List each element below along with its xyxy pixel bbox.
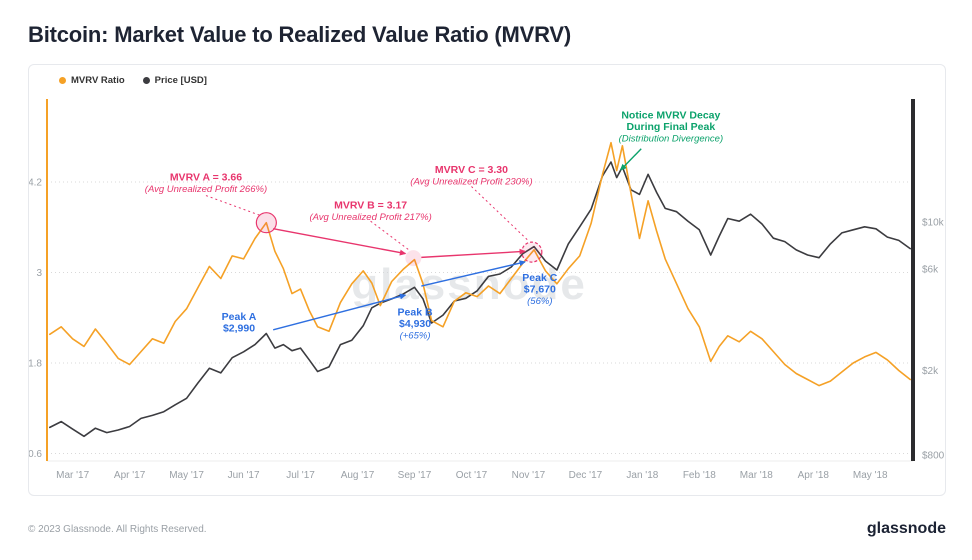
- x-axis-tick: May '18: [853, 470, 888, 481]
- right-axis-tick: $800: [922, 451, 945, 462]
- left-axis-tick: 4.2: [29, 177, 42, 188]
- legend-marker-mvrv-icon: [59, 77, 66, 84]
- mvrv-b-label-connector: [370, 220, 410, 251]
- peak-a-to-b-arrow: [273, 293, 407, 331]
- left-axis-tick: 1.8: [29, 358, 42, 369]
- highlight-circle: [405, 250, 422, 267]
- right-axis-tick: $10k: [922, 218, 945, 229]
- annotation-mvrv-a: MVRV A = 3.66 (Avg Unrealized Profit 266%…: [145, 171, 267, 195]
- annotation-mvrv-decay: Notice MVRV Decay During Final Peak (Distr…: [619, 110, 724, 145]
- annotation-peak-a: Peak A $2,990: [222, 311, 257, 335]
- x-axis-tick: Aug '17: [341, 470, 375, 481]
- x-axis-tick: Jul '17: [286, 470, 315, 481]
- x-axis-tick: Dec '17: [569, 470, 603, 481]
- left-axis-tick: 3: [36, 268, 42, 279]
- legend-item-mvrv-ratio[interactable]: MVRV Ratio: [59, 75, 125, 86]
- legend-item-price[interactable]: Price [USD]: [142, 75, 207, 86]
- right-axis-tick: $6k: [922, 265, 939, 276]
- decay-arrow: [620, 148, 642, 171]
- x-axis-tick: Oct '17: [456, 470, 488, 481]
- peak-b-to-c-arrow: [421, 260, 526, 287]
- page-root: Bitcoin: Market Value to Realized Value …: [28, 22, 946, 538]
- annotation-peak-b: Peak B $4,930 (+65%): [398, 306, 433, 341]
- annotation-mvrv-c: MVRV C = 3.30 (Avg Unrealized Profit 230%…: [410, 164, 532, 188]
- x-axis-tick: Nov '17: [512, 470, 546, 481]
- highlight-circle: [521, 241, 543, 263]
- legend-marker-price-icon: [142, 77, 150, 84]
- x-axis-tick: Jun '17: [228, 470, 260, 481]
- highlight-circle: [255, 212, 277, 234]
- x-axis-tick: May '17: [169, 470, 204, 481]
- mvrv-b-to-c-arrow: [421, 248, 527, 259]
- x-axis-tick: Apr '17: [114, 470, 146, 481]
- x-axis-tick: Sep '17: [398, 470, 432, 481]
- chart-legend: MVRV Ratio Price [USD]: [29, 65, 945, 91]
- x-axis-tick: Feb '18: [683, 470, 716, 481]
- right-axis-tick: $2k: [922, 366, 939, 377]
- mvrv-a-to-b-arrow: [273, 228, 407, 256]
- chart-card: MVRV Ratio Price [USD] 0.6 1.8 3 4.2 $800 $2k…: [28, 64, 946, 496]
- series-mvrv-ratio: [48, 141, 912, 387]
- mvrv-chart-plot[interactable]: 0.6 1.8 3 4.2 $800 $2k $6k $10k Mar '17 Apr '17 Ma…: [29, 91, 945, 495]
- x-axis-tick: Apr '18: [798, 470, 830, 481]
- legend-label-price: Price [USD]: [154, 75, 207, 86]
- mvrv-c-label-connector: [471, 186, 529, 242]
- annotation-peak-c: Peak C $7,670 (56%): [522, 272, 557, 307]
- glassnode-logo: glassnode: [866, 520, 946, 537]
- footer: © 2023 Glassnode. All Rights Reserved. g…: [28, 520, 946, 538]
- x-axis-tick: Mar '18: [740, 470, 773, 481]
- x-axis-tick: Jan '18: [626, 470, 658, 481]
- left-axis-tick: 0.6: [29, 449, 42, 460]
- footer-copyright: © 2023 Glassnode. All Rights Reserved.: [28, 523, 207, 535]
- series-price-usd: [48, 161, 912, 438]
- legend-label-mvrv: MVRV Ratio: [71, 75, 125, 86]
- mvrv-a-label-connector: [205, 195, 260, 216]
- annotation-mvrv-b: MVRV B = 3.17 (Avg Unrealized Profit 217%…: [309, 199, 431, 223]
- x-axis-tick: Mar '17: [56, 470, 89, 481]
- page-title: Bitcoin: Market Value to Realized Value …: [28, 22, 571, 47]
